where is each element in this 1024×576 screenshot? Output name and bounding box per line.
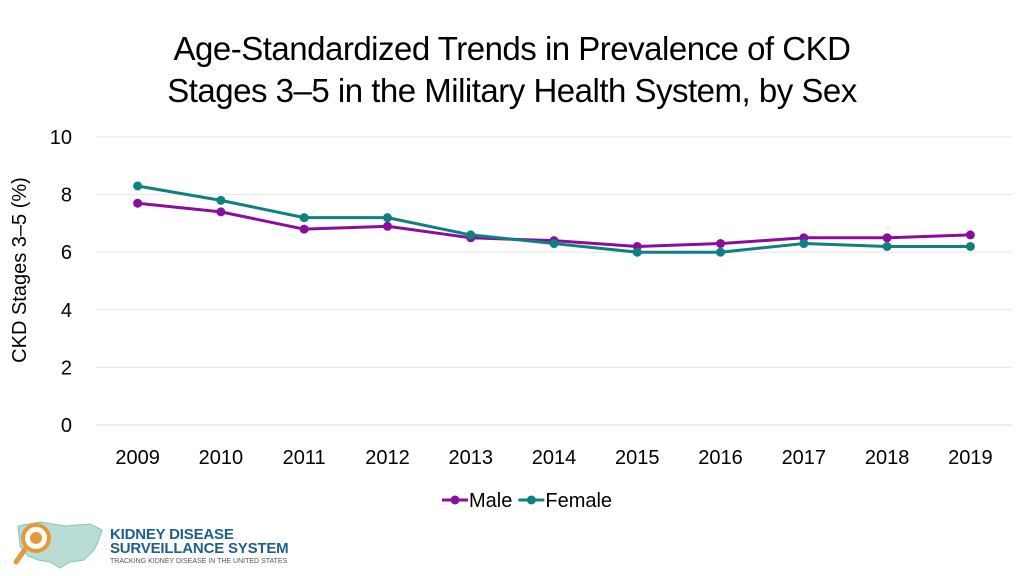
- data-point-female: [299, 213, 309, 223]
- y-tick-label: 10: [50, 127, 72, 149]
- data-point-male: [965, 230, 975, 240]
- logo-text-line-2: SURVEILLANCE SYSTEM: [110, 540, 289, 557]
- y-tick-label: 8: [61, 185, 72, 207]
- x-tick-label: 2013: [448, 447, 493, 469]
- data-point-female: [632, 247, 642, 257]
- data-point-female: [382, 213, 392, 223]
- data-point-female: [133, 181, 143, 191]
- data-point-female: [216, 195, 226, 205]
- x-tick-label: 2019: [948, 447, 993, 469]
- y-tick-label: 2: [61, 357, 72, 379]
- data-point-male: [716, 239, 726, 249]
- data-point-female: [549, 239, 559, 249]
- y-axis-ticks: 0 2 4 6 8 10: [50, 127, 72, 437]
- series-female: [133, 181, 975, 257]
- data-point-female: [799, 239, 809, 249]
- x-tick-label: 2011: [283, 447, 326, 469]
- data-point-female: [466, 230, 476, 240]
- y-tick-label: 4: [61, 300, 72, 322]
- logo-tagline: TRACKING KIDNEY DISEASE IN THE UNITED ST…: [110, 558, 288, 565]
- x-axis-ticks: 2009 2010 2011 2012 2013 2014 2015 2016 2017 2018…: [115, 447, 992, 469]
- data-point-male: [299, 224, 309, 234]
- chart-title: Age-Standardized Trends in Prevalence of…: [0, 28, 1024, 112]
- data-series: [133, 181, 975, 257]
- legend-label: Female: [545, 490, 612, 512]
- data-point-female: [965, 241, 975, 251]
- legend-item-male: Male: [442, 490, 512, 512]
- data-point-male: [216, 207, 226, 217]
- x-tick-label: 2014: [532, 447, 577, 469]
- data-point-male: [882, 233, 892, 243]
- chart-title-line-1: Age-Standardized Trends in Prevalence of…: [173, 30, 851, 67]
- legend-item-female: Female: [518, 490, 612, 512]
- data-point-female: [716, 247, 726, 257]
- x-tick-label: 2018: [865, 447, 910, 469]
- legend: Male Female: [442, 490, 612, 512]
- data-point-male: [133, 198, 143, 208]
- legend-label: Male: [469, 490, 512, 512]
- x-tick-label: 2017: [782, 447, 827, 469]
- y-tick-label: 6: [61, 242, 72, 264]
- data-point-male: [382, 221, 392, 231]
- legend-swatch-marker: [450, 495, 460, 505]
- data-point-female: [882, 241, 892, 251]
- kidney-disease-surveillance-logo: KIDNEY DISEASE SURVEILLANCE SYSTEM TRACK…: [10, 516, 300, 572]
- us-map-magnifier-icon: [13, 521, 103, 569]
- x-tick-label: 2015: [615, 447, 660, 469]
- x-tick-label: 2012: [365, 447, 410, 469]
- x-tick-label: 2010: [199, 447, 244, 469]
- grid-lines: [96, 136, 1012, 426]
- y-tick-label: 0: [61, 415, 72, 437]
- y-axis-label: CKD Stages 3–5 (%): [9, 177, 31, 363]
- legend-swatch-marker: [526, 495, 536, 505]
- logo-text-line-1: KIDNEY DISEASE: [110, 526, 234, 543]
- x-tick-label: 2016: [698, 447, 743, 469]
- x-tick-label: 2009: [115, 447, 160, 469]
- chart-title-line-2: Stages 3–5 in the Military Health System…: [167, 72, 857, 109]
- line-chart: 0 2 4 6 8 10 2009 2010 2011 2012 2013 2014 2015 2016…: [9, 127, 1012, 512]
